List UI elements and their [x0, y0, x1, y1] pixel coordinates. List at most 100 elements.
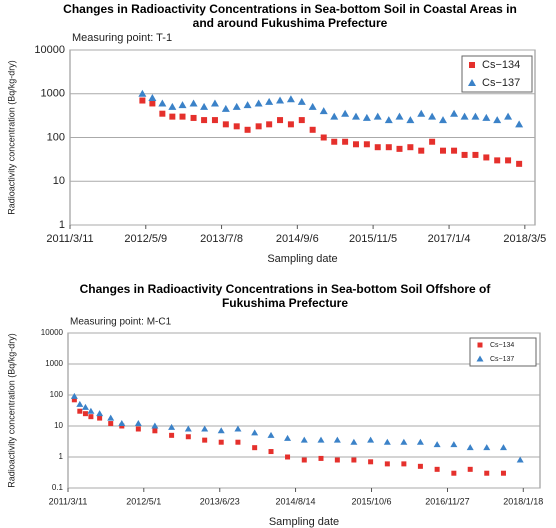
- x-tick-label: 2018/1/18: [503, 496, 543, 506]
- x-tick-label: 2012/5/9: [124, 233, 167, 245]
- marker: [277, 117, 284, 124]
- y-tick-label: 10000: [34, 44, 65, 56]
- x-tick-label: 2018/3/5: [503, 233, 546, 245]
- marker: [189, 99, 198, 107]
- marker: [417, 109, 426, 117]
- marker: [461, 151, 468, 158]
- marker: [255, 123, 262, 130]
- marker: [202, 437, 208, 443]
- marker: [373, 112, 382, 120]
- marker: [300, 436, 308, 443]
- x-axis-label: Sampling date: [269, 516, 339, 528]
- marker: [149, 100, 156, 107]
- marker: [367, 436, 375, 443]
- marker: [234, 425, 242, 432]
- x-tick-label: 2017/1/4: [428, 233, 471, 245]
- marker: [433, 441, 441, 448]
- marker: [151, 422, 159, 429]
- marker: [301, 457, 307, 463]
- x-tick-label: 2013/6/23: [200, 496, 240, 506]
- marker: [190, 114, 197, 121]
- marker: [309, 126, 316, 133]
- chart: 0.1 1 10 100 1000 10000 2011/3/11 2012/5/1 2013/…: [6, 317, 543, 528]
- marker: [265, 97, 274, 105]
- x-axis-label: Sampling date: [267, 253, 337, 265]
- marker: [396, 145, 403, 152]
- marker: [70, 392, 78, 399]
- marker: [266, 121, 273, 128]
- marker: [363, 141, 370, 148]
- marker: [351, 112, 360, 120]
- legend-label: Cs−137: [490, 356, 514, 363]
- subtitle: Measuring point: M-C1: [70, 317, 172, 328]
- marker: [135, 426, 141, 432]
- marker: [342, 138, 349, 145]
- marker: [368, 459, 374, 465]
- marker: [428, 112, 437, 120]
- marker: [499, 444, 507, 451]
- marker: [362, 113, 371, 121]
- marker: [185, 434, 191, 440]
- marker: [134, 420, 142, 427]
- plot-area: [67, 332, 541, 489]
- marker: [169, 113, 176, 120]
- x-tick-label: 2011/3/11: [49, 496, 88, 506]
- x-tick-label: 2015/10/6: [351, 496, 391, 506]
- marker: [148, 93, 157, 101]
- marker: [450, 109, 459, 117]
- x-tick-label: 2014/8/14: [276, 496, 316, 506]
- marker: [451, 470, 457, 476]
- marker: [211, 117, 218, 124]
- marker: [350, 438, 358, 445]
- marker: [418, 147, 425, 154]
- y-tick-label: 10000: [41, 328, 64, 337]
- marker: [334, 457, 340, 463]
- marker: [221, 104, 230, 112]
- marker: [201, 117, 208, 124]
- marker: [400, 438, 408, 445]
- marker: [233, 123, 240, 130]
- marker: [286, 95, 295, 103]
- y-tick-label: 100: [50, 390, 64, 399]
- legend-label: Cs−137: [482, 77, 520, 89]
- legend-label: Cs−134: [490, 342, 514, 349]
- chart: 1 10 100 1000 10000 2011/3/11 2012/5/9 2013/7/8…: [6, 32, 546, 265]
- marker: [341, 109, 350, 117]
- marker: [482, 113, 491, 121]
- marker: [201, 425, 209, 432]
- marker: [505, 157, 512, 164]
- marker: [493, 116, 502, 124]
- marker: [251, 429, 259, 436]
- marker: [235, 439, 241, 445]
- marker: [352, 141, 359, 148]
- marker: [222, 121, 229, 128]
- marker: [477, 342, 483, 348]
- marker: [284, 434, 292, 441]
- marker: [179, 113, 186, 120]
- marker: [317, 436, 325, 443]
- marker: [96, 410, 104, 417]
- marker: [330, 112, 339, 120]
- marker: [184, 425, 192, 432]
- y-axis-label: Radioactivity concentration (Bq/kg-dry): [6, 333, 16, 488]
- marker: [252, 445, 258, 451]
- marker: [471, 112, 480, 120]
- marker: [384, 461, 390, 467]
- y-tick-label: 1000: [41, 88, 65, 100]
- marker: [516, 160, 523, 167]
- marker: [88, 414, 94, 420]
- y-axis-label: Radioactivity concentration (Bq/kg-dry): [6, 60, 16, 215]
- marker: [297, 97, 306, 105]
- y-tick-label: 1: [59, 219, 65, 231]
- marker: [483, 154, 490, 161]
- marker: [450, 441, 458, 448]
- marker: [395, 112, 404, 120]
- marker: [476, 355, 484, 362]
- x-tick-label: 2012/5/1: [126, 496, 161, 506]
- chart-title: Changes in Radioactivity Concentrations …: [63, 2, 517, 30]
- marker: [417, 463, 423, 469]
- marker: [254, 99, 263, 107]
- y-tick-label: 10: [53, 175, 65, 187]
- marker: [333, 436, 341, 443]
- marker: [439, 147, 446, 154]
